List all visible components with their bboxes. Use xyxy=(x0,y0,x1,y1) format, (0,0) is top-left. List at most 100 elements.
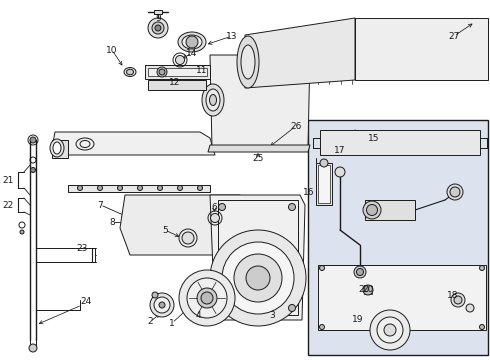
Polygon shape xyxy=(355,18,488,80)
Circle shape xyxy=(246,266,270,290)
Circle shape xyxy=(98,185,102,190)
Circle shape xyxy=(30,137,36,143)
Circle shape xyxy=(234,254,282,302)
Bar xyxy=(318,165,330,203)
Text: 24: 24 xyxy=(80,297,92,306)
Text: 27: 27 xyxy=(448,32,460,41)
Circle shape xyxy=(320,159,328,167)
Text: 18: 18 xyxy=(447,291,459,300)
Text: 19: 19 xyxy=(352,315,364,324)
Circle shape xyxy=(454,296,462,304)
Circle shape xyxy=(157,185,163,190)
Circle shape xyxy=(154,297,170,313)
Ellipse shape xyxy=(210,95,217,105)
Circle shape xyxy=(77,185,82,190)
Circle shape xyxy=(384,324,396,336)
Text: 17: 17 xyxy=(334,145,346,154)
Circle shape xyxy=(159,302,165,308)
Text: 13: 13 xyxy=(226,32,238,41)
Text: 20: 20 xyxy=(358,285,369,294)
Circle shape xyxy=(138,185,143,190)
Circle shape xyxy=(451,293,465,307)
Circle shape xyxy=(150,293,174,317)
Circle shape xyxy=(197,185,202,190)
Circle shape xyxy=(480,324,485,329)
Text: 2: 2 xyxy=(147,318,153,327)
Text: 26: 26 xyxy=(290,122,302,131)
Text: 16: 16 xyxy=(302,188,314,197)
Circle shape xyxy=(367,204,377,216)
Bar xyxy=(145,65,210,79)
Polygon shape xyxy=(52,132,215,155)
Circle shape xyxy=(363,285,373,295)
Ellipse shape xyxy=(237,36,259,88)
Circle shape xyxy=(159,69,165,75)
Ellipse shape xyxy=(178,32,206,52)
Circle shape xyxy=(182,232,194,244)
Circle shape xyxy=(466,304,474,312)
Circle shape xyxy=(152,292,158,298)
Text: 12: 12 xyxy=(170,77,181,86)
Circle shape xyxy=(219,203,225,211)
Bar xyxy=(308,120,488,355)
Ellipse shape xyxy=(126,69,133,75)
Bar xyxy=(148,68,207,76)
Circle shape xyxy=(155,25,161,31)
Bar xyxy=(365,200,415,220)
Text: 7: 7 xyxy=(97,201,103,210)
Text: 22: 22 xyxy=(3,201,14,210)
Bar xyxy=(364,286,372,294)
Circle shape xyxy=(148,18,168,38)
Polygon shape xyxy=(318,265,486,330)
Text: 9: 9 xyxy=(155,14,161,23)
Text: 8: 8 xyxy=(109,217,115,226)
Ellipse shape xyxy=(124,68,136,77)
Circle shape xyxy=(319,324,324,329)
Circle shape xyxy=(186,36,198,48)
Circle shape xyxy=(211,213,220,222)
Circle shape xyxy=(354,266,366,278)
Circle shape xyxy=(179,270,235,326)
Text: 23: 23 xyxy=(76,243,88,252)
Circle shape xyxy=(289,203,295,211)
Ellipse shape xyxy=(202,84,224,116)
Text: 11: 11 xyxy=(196,66,208,75)
Bar xyxy=(316,163,332,205)
Circle shape xyxy=(357,269,364,275)
Circle shape xyxy=(289,305,295,311)
Text: 14: 14 xyxy=(186,49,197,58)
Text: 6: 6 xyxy=(211,202,217,212)
Circle shape xyxy=(210,230,306,326)
Circle shape xyxy=(219,305,225,311)
Text: 10: 10 xyxy=(106,45,118,54)
Text: 3: 3 xyxy=(269,310,275,320)
Polygon shape xyxy=(208,145,310,152)
Ellipse shape xyxy=(53,142,61,154)
Circle shape xyxy=(450,187,460,197)
Polygon shape xyxy=(68,185,210,192)
Circle shape xyxy=(152,22,164,34)
Text: 5: 5 xyxy=(162,225,168,234)
Bar xyxy=(154,10,162,14)
Polygon shape xyxy=(320,130,480,155)
Circle shape xyxy=(222,242,294,314)
Polygon shape xyxy=(245,18,355,88)
Circle shape xyxy=(175,55,185,64)
Ellipse shape xyxy=(182,35,202,49)
Text: 21: 21 xyxy=(2,176,14,185)
Circle shape xyxy=(370,310,410,350)
Circle shape xyxy=(319,266,324,270)
Circle shape xyxy=(187,278,227,318)
Circle shape xyxy=(20,230,24,234)
Bar xyxy=(148,80,206,90)
Circle shape xyxy=(157,67,167,77)
Text: 20: 20 xyxy=(362,285,374,294)
Circle shape xyxy=(377,317,403,343)
Circle shape xyxy=(30,167,35,172)
Polygon shape xyxy=(52,140,68,158)
Text: 4: 4 xyxy=(195,310,201,320)
Polygon shape xyxy=(210,195,305,320)
Text: 15: 15 xyxy=(368,134,380,143)
Circle shape xyxy=(363,201,381,219)
Text: 1: 1 xyxy=(169,319,175,328)
